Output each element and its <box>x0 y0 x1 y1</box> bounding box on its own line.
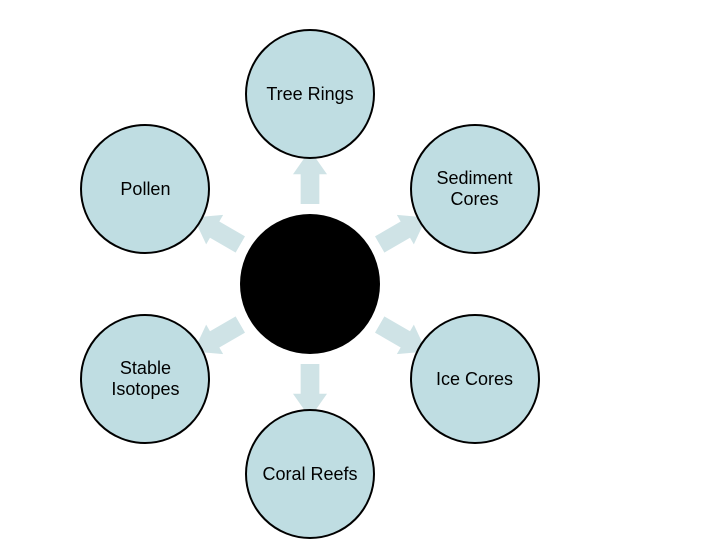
node-label-coral-reefs: Coral Reefs <box>258 460 361 489</box>
node-pollen: Pollen <box>80 124 210 254</box>
node-tree-rings: Tree Rings <box>245 29 375 159</box>
diagram-stage: Tree Rings Sediment Cores Ice Cores Cora… <box>0 0 720 540</box>
node-ice-cores: Ice Cores <box>410 314 540 444</box>
node-label-pollen: Pollen <box>116 175 174 204</box>
node-label-tree-rings: Tree Rings <box>262 80 357 109</box>
node-stable-isotopes: Stable Isotopes <box>80 314 210 444</box>
center-node-label <box>306 280 314 288</box>
center-node <box>240 214 380 354</box>
node-label-sediment-cores: Sediment Cores <box>412 164 538 213</box>
node-coral-reefs: Coral Reefs <box>245 409 375 539</box>
node-label-stable-isotopes: Stable Isotopes <box>82 354 208 403</box>
node-label-ice-cores: Ice Cores <box>432 365 517 394</box>
node-sediment-cores: Sediment Cores <box>410 124 540 254</box>
